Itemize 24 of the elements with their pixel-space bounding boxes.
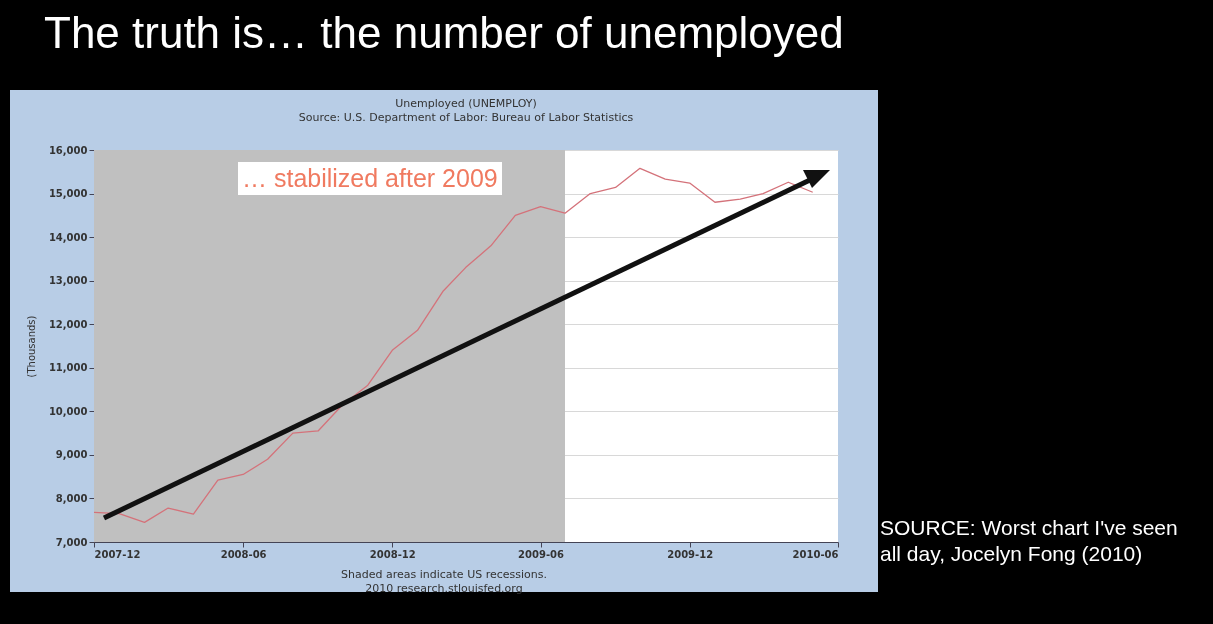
y-tick-label: 13,000: [48, 275, 88, 287]
y-axis-title: (Thousands): [25, 315, 37, 378]
x-tick-label: 2007-12: [94, 548, 141, 560]
x-tick-label: 2009-06: [518, 548, 565, 560]
chart-title: The truth is… the number of unemployed: [44, 8, 844, 58]
y-tick-label: 8,000: [55, 492, 88, 504]
annotation: … stabilized after 2009: [238, 162, 502, 195]
y-tick-label: 12,000: [48, 318, 88, 330]
y-tick-label: 9,000: [55, 449, 88, 461]
chart-subtitle: Unemployed (UNEMPLOY): [395, 97, 537, 110]
band-label: Shaded areas indicate US recessions.: [340, 568, 548, 581]
y-tick-label: 14,000: [48, 231, 88, 243]
y-tick-label: 16,000: [48, 144, 88, 156]
y-tick-label: 11,000: [48, 362, 88, 374]
y-tick-label: 7,000: [55, 536, 88, 548]
y-tick-label: 10,000: [48, 405, 88, 417]
source-note: Source: U.S. Department of Labor: Bureau of Labor Statistics: [298, 111, 634, 124]
x-tick-label: 2009-12: [667, 548, 714, 560]
text: 2010 research.stlouisfed.org: [364, 582, 524, 595]
x-tick-label: 2008-06: [220, 548, 267, 560]
x-tick-label: 2008-12: [369, 548, 416, 560]
source-note: SOURCE: Worst chart I've seen all day, Jocelyn Fong (2010): [880, 515, 1179, 567]
y-tick-label: 15,000: [48, 188, 88, 200]
x-tick-label: 2010-06: [792, 548, 839, 560]
